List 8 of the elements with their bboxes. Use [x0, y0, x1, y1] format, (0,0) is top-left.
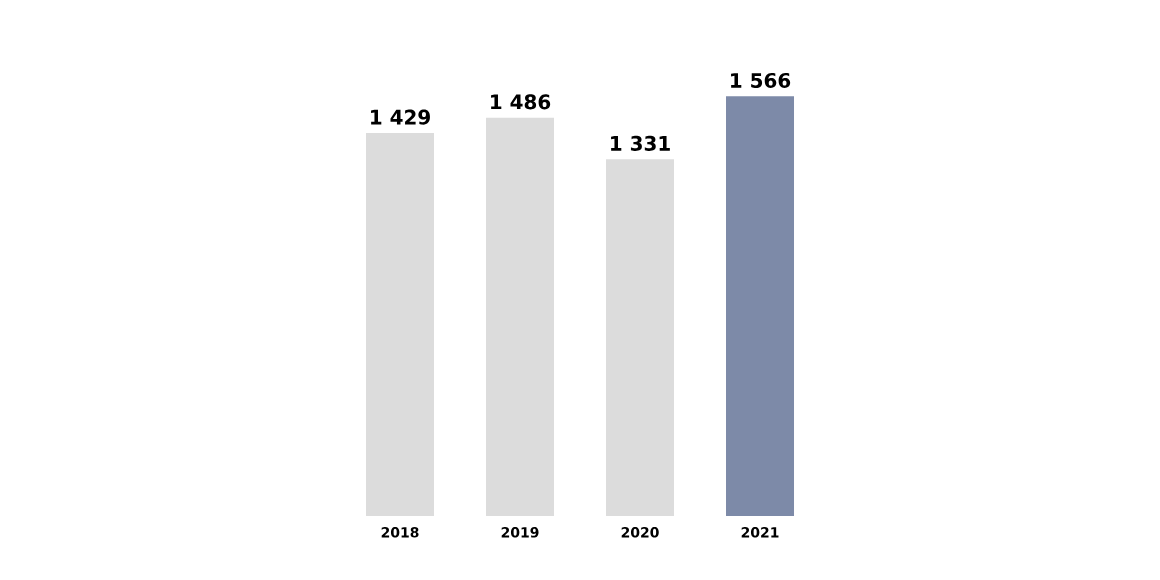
- bar: [606, 159, 675, 516]
- data-label: 1 331: [611, 135, 670, 151]
- bar: [486, 117, 555, 516]
- bar: [366, 133, 435, 516]
- bar: [726, 96, 795, 516]
- data-label: 1 486: [491, 94, 551, 110]
- data-label: 1 566: [731, 72, 791, 88]
- data-label: 1 429: [371, 109, 430, 125]
